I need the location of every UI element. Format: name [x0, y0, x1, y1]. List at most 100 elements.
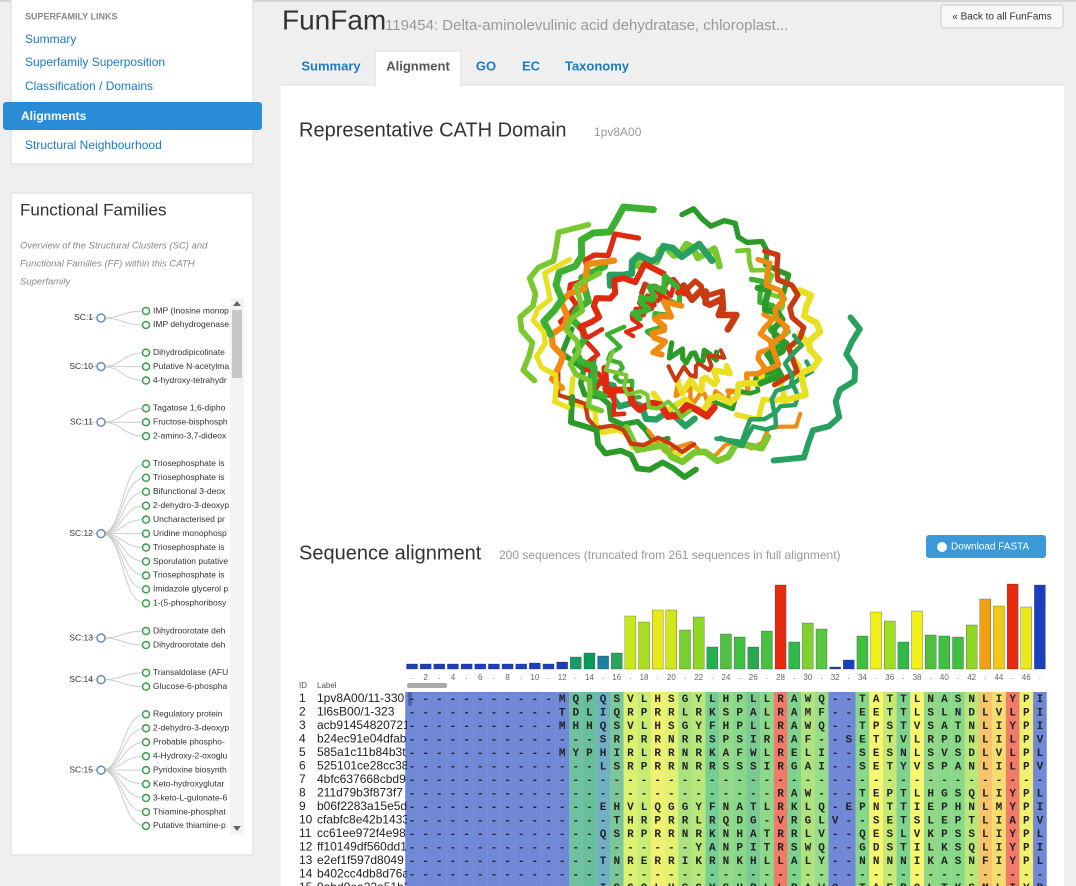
- download-icon[interactable]: [937, 542, 947, 552]
- ff-node[interactable]: [141, 501, 151, 510]
- ribbon[interactable]: [673, 363, 733, 397]
- ribbon[interactable]: [603, 349, 693, 420]
- sidebar-link[interactable]: Structural Neighbourhood: [25, 138, 162, 152]
- ff-node[interactable]: [141, 626, 151, 636]
- ff-node[interactable]: [141, 571, 151, 580]
- ff-label[interactable]: Putative N-acetylma: [153, 361, 229, 371]
- ff-node[interactable]: [141, 404, 151, 413]
- ff-label[interactable]: Fructose-bisphosph: [153, 416, 228, 426]
- ff-label[interactable]: 2-dehydro-3-deoxyp: [153, 723, 229, 733]
- sc-node[interactable]: [96, 417, 106, 427]
- ff-node[interactable]: [141, 459, 151, 469]
- ff-node[interactable]: [141, 738, 151, 747]
- ff-label[interactable]: Triosephosphate is: [153, 458, 225, 468]
- ribbon[interactable]: [725, 311, 776, 396]
- scrollbar[interactable]: [230, 298, 244, 835]
- sc-node[interactable]: [96, 674, 106, 685]
- ff-label[interactable]: Uridine monophosp: [153, 528, 227, 538]
- sc-node[interactable]: [96, 361, 106, 372]
- ribbon[interactable]: [563, 270, 605, 414]
- ff-label[interactable]: Bifunctional 3-deox: [153, 486, 226, 496]
- tab[interactable]: Taxonomy: [565, 58, 630, 73]
- ff-label[interactable]: 1-(5-phosphoribosy: [153, 598, 227, 608]
- ribbon[interactable]: [577, 260, 667, 340]
- ribbon[interactable]: [601, 364, 718, 420]
- ff-node[interactable]: [141, 585, 151, 594]
- ribbon[interactable]: [540, 203, 657, 338]
- ff-label[interactable]: Triosephosphate is: [153, 472, 225, 482]
- ff-node[interactable]: [141, 710, 151, 719]
- ribbon[interactable]: [582, 327, 627, 417]
- protein-structure[interactable]: [517, 203, 863, 480]
- ribbon[interactable]: [630, 273, 681, 322]
- ribbon[interactable]: [548, 257, 618, 391]
- h-scroll[interactable]: [407, 683, 447, 688]
- ff-node[interactable]: [141, 640, 151, 650]
- ff-label[interactable]: Thiamine-phosphat: [153, 806, 226, 816]
- tab[interactable]: EC: [522, 58, 541, 73]
- ff-label[interactable]: 4-Hydroxy-2-oxoglu: [153, 750, 227, 760]
- ff-label[interactable]: Regulatory protein: [153, 709, 223, 719]
- ff-node[interactable]: [141, 682, 151, 691]
- sidebar-link[interactable]: Alignments: [21, 109, 87, 123]
- ff-node[interactable]: [141, 751, 151, 761]
- ribbon[interactable]: [754, 284, 790, 387]
- ff-label[interactable]: Putative thiamine-p: [153, 820, 226, 830]
- download-button[interactable]: [926, 535, 1046, 558]
- ff-node[interactable]: [141, 473, 151, 483]
- ff-node[interactable]: [141, 599, 151, 608]
- ribbon[interactable]: [606, 240, 716, 289]
- ff-node[interactable]: [141, 417, 151, 427]
- ff-node[interactable]: [141, 779, 151, 789]
- ribbon[interactable]: [556, 366, 697, 455]
- back-button-label[interactable]: « Back to all FunFams: [952, 12, 1051, 23]
- sc-node[interactable]: [96, 765, 106, 775]
- ff-node[interactable]: [141, 557, 151, 566]
- scroll-thumb[interactable]: [232, 310, 242, 378]
- sidebar-link[interactable]: Superfamily Superposition: [25, 55, 165, 69]
- sc-node[interactable]: [96, 528, 106, 539]
- ribbon[interactable]: [675, 282, 740, 333]
- ff-label[interactable]: 3-keto-L-gulonate-6: [153, 792, 227, 802]
- ff-label[interactable]: Dihydroorotate deh: [153, 639, 226, 649]
- ff-label[interactable]: Triosephosphate is: [153, 542, 225, 552]
- ff-node[interactable]: [141, 362, 151, 371]
- sidebar-link[interactable]: Summary: [25, 32, 76, 46]
- ribbon[interactable]: [762, 248, 807, 388]
- ff-label[interactable]: Tagatose 1,6-dipho: [153, 403, 226, 413]
- ribbon[interactable]: [711, 333, 786, 412]
- ff-node[interactable]: [141, 431, 151, 441]
- ribbon[interactable]: [568, 394, 699, 480]
- ff-label[interactable]: Uncharacterised pr: [153, 514, 225, 524]
- ribbon[interactable]: [650, 369, 766, 415]
- tab[interactable]: GO: [476, 58, 496, 73]
- ribbon[interactable]: [666, 348, 727, 383]
- ribbon[interactable]: [679, 206, 792, 301]
- ff-node[interactable]: [141, 306, 151, 316]
- ff-label[interactable]: IMP (Inosine monop: [153, 305, 229, 315]
- ff-node[interactable]: [141, 821, 151, 831]
- ff-label[interactable]: 4-hydroxy-tetrahydr: [153, 375, 227, 385]
- ff-node[interactable]: [141, 793, 151, 803]
- ff-node[interactable]: [141, 320, 151, 330]
- ff-label[interactable]: Triosephosphate is: [153, 570, 225, 580]
- ff-node[interactable]: [141, 765, 151, 775]
- ff-label[interactable]: Pyridoxine biosynth: [153, 764, 227, 774]
- ribbon[interactable]: [779, 287, 824, 405]
- tab[interactable]: Alignment: [386, 58, 450, 73]
- ff-node[interactable]: [141, 348, 151, 357]
- ff-label[interactable]: 2-dehydro-3-deoxyp: [153, 500, 229, 510]
- ff-label[interactable]: IMP dehydrogenase: [153, 319, 229, 329]
- sc-node[interactable]: [96, 313, 106, 323]
- ff-label[interactable]: Dihydroorotate deh: [153, 625, 226, 635]
- ff-node[interactable]: [141, 807, 151, 817]
- ff-node[interactable]: [141, 487, 151, 496]
- ff-label[interactable]: Keto-hydroxyglutar: [153, 778, 225, 788]
- ribbon[interactable]: [604, 324, 642, 401]
- ff-label[interactable]: Sporulation putative: [153, 556, 228, 566]
- ff-node[interactable]: [141, 543, 151, 552]
- ff-node[interactable]: [141, 529, 151, 538]
- ff-label[interactable]: 2-amino-3,7-dideox: [153, 430, 227, 440]
- sidebar-link[interactable]: Classification / Domains: [25, 79, 153, 93]
- sc-node[interactable]: [96, 633, 106, 643]
